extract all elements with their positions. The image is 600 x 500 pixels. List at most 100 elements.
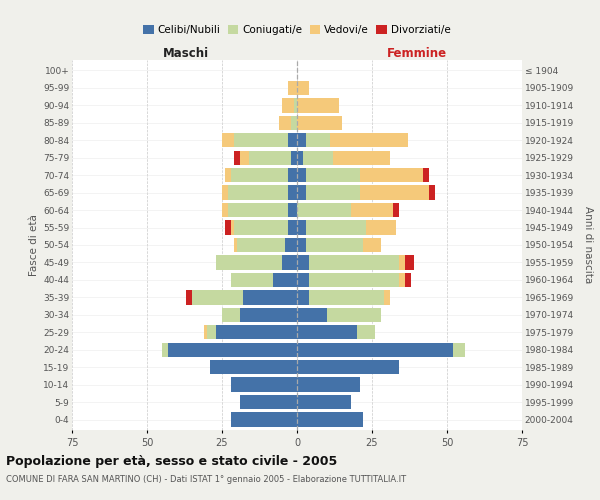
Bar <box>249 150 291 165</box>
Bar <box>297 342 453 357</box>
Bar <box>168 342 297 357</box>
Bar <box>297 133 306 148</box>
Bar <box>405 273 411 287</box>
Bar <box>222 186 228 200</box>
Bar <box>309 256 399 270</box>
Bar <box>309 273 399 287</box>
Text: Maschi: Maschi <box>163 47 209 60</box>
Bar <box>282 256 297 270</box>
Bar <box>288 220 297 234</box>
Bar <box>309 290 384 304</box>
Bar <box>297 325 357 340</box>
Bar <box>222 308 240 322</box>
Bar <box>423 168 429 182</box>
Text: Popolazione per età, sesso e stato civile - 2005: Popolazione per età, sesso e stato civil… <box>6 455 337 468</box>
Bar <box>297 395 351 409</box>
Bar <box>297 203 351 217</box>
Bar <box>297 150 303 165</box>
Bar <box>231 412 297 426</box>
Bar <box>243 290 297 304</box>
Bar <box>234 220 288 234</box>
Bar <box>306 220 366 234</box>
Bar <box>363 238 381 252</box>
Bar <box>297 273 309 287</box>
Bar <box>306 168 360 182</box>
Bar <box>288 203 297 217</box>
Bar <box>393 203 399 217</box>
Bar <box>297 412 363 426</box>
Bar <box>186 290 192 304</box>
Bar <box>282 98 294 112</box>
Bar <box>222 203 228 217</box>
Bar <box>162 342 168 357</box>
Bar <box>234 133 288 148</box>
Bar <box>225 168 231 182</box>
Bar <box>399 273 405 287</box>
Text: COMUNE DI FARA SAN MARTINO (CH) - Dati ISTAT 1° gennaio 2005 - Elaborazione TUTT: COMUNE DI FARA SAN MARTINO (CH) - Dati I… <box>6 475 406 484</box>
Bar <box>366 220 396 234</box>
Y-axis label: Anni di nascita: Anni di nascita <box>583 206 593 284</box>
Bar <box>306 186 360 200</box>
Bar <box>405 256 414 270</box>
Bar <box>288 133 297 148</box>
Bar <box>207 325 216 340</box>
Bar <box>294 98 297 112</box>
Bar <box>288 186 297 200</box>
Bar <box>240 395 297 409</box>
Bar <box>297 168 306 182</box>
Bar <box>429 186 435 200</box>
Bar <box>210 360 297 374</box>
Bar <box>360 186 429 200</box>
Bar <box>288 168 297 182</box>
Bar <box>228 186 288 200</box>
Y-axis label: Fasce di età: Fasce di età <box>29 214 39 276</box>
Bar <box>297 116 342 130</box>
Bar <box>216 325 297 340</box>
Bar <box>228 203 288 217</box>
Bar <box>357 325 375 340</box>
Bar <box>291 150 297 165</box>
Bar <box>216 256 282 270</box>
Bar <box>297 256 309 270</box>
Bar <box>297 220 306 234</box>
Bar <box>192 290 243 304</box>
Bar <box>285 238 297 252</box>
Bar <box>303 150 333 165</box>
Bar <box>399 256 405 270</box>
Bar <box>291 116 297 130</box>
Bar <box>384 290 390 304</box>
Bar <box>360 168 423 182</box>
Bar <box>231 378 297 392</box>
Bar <box>297 378 360 392</box>
Bar <box>306 238 363 252</box>
Bar <box>351 203 393 217</box>
Bar <box>240 308 297 322</box>
Bar <box>204 325 207 340</box>
Bar <box>297 290 309 304</box>
Bar <box>297 98 339 112</box>
Bar <box>222 133 234 148</box>
Bar <box>231 273 273 287</box>
Bar <box>453 342 465 357</box>
Bar <box>231 220 234 234</box>
Bar <box>306 133 330 148</box>
Bar <box>297 186 306 200</box>
Bar <box>297 81 309 95</box>
Bar <box>297 238 306 252</box>
Bar <box>279 116 291 130</box>
Bar <box>297 308 327 322</box>
Bar <box>225 220 231 234</box>
Bar <box>237 238 285 252</box>
Bar <box>234 238 237 252</box>
Bar <box>327 308 381 322</box>
Bar <box>288 81 297 95</box>
Bar <box>330 133 408 148</box>
Bar <box>333 150 390 165</box>
Legend: Celibi/Nubili, Coniugati/e, Vedovi/e, Divorziati/e: Celibi/Nubili, Coniugati/e, Vedovi/e, Di… <box>139 21 455 39</box>
Bar <box>234 150 240 165</box>
Bar <box>297 360 399 374</box>
Bar <box>231 168 288 182</box>
Bar <box>273 273 297 287</box>
Bar <box>240 150 249 165</box>
Text: Femmine: Femmine <box>387 47 447 60</box>
